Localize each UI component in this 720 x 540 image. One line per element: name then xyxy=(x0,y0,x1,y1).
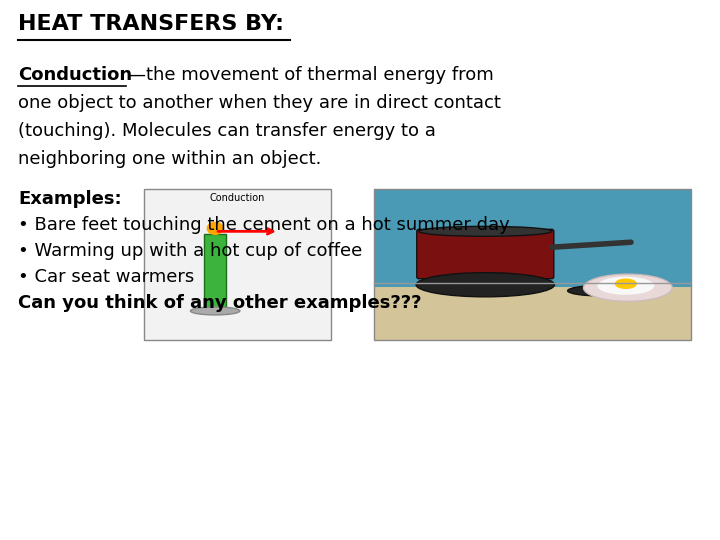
Ellipse shape xyxy=(419,226,552,237)
Text: (touching). Molecules can transfer energy to a: (touching). Molecules can transfer energ… xyxy=(18,122,436,140)
Text: Can you think of any other examples???: Can you think of any other examples??? xyxy=(18,294,421,312)
Ellipse shape xyxy=(583,274,672,301)
Text: • Warming up with a hot cup of coffee: • Warming up with a hot cup of coffee xyxy=(18,242,362,260)
Text: • Bare feet touching the cement on a hot summer day: • Bare feet touching the cement on a hot… xyxy=(18,216,510,234)
FancyBboxPatch shape xyxy=(417,230,554,279)
Text: Examples:: Examples: xyxy=(18,190,122,208)
Text: Conduction: Conduction xyxy=(210,193,265,203)
Ellipse shape xyxy=(598,276,654,295)
Ellipse shape xyxy=(615,279,637,289)
FancyBboxPatch shape xyxy=(204,234,226,307)
FancyBboxPatch shape xyxy=(374,189,691,287)
FancyBboxPatch shape xyxy=(144,189,331,340)
Text: Conduction: Conduction xyxy=(18,66,132,84)
Text: one object to another when they are in direct contact: one object to another when they are in d… xyxy=(18,94,501,112)
FancyBboxPatch shape xyxy=(374,287,691,340)
Text: • Car seat warmers: • Car seat warmers xyxy=(18,268,194,286)
Text: —the movement of thermal energy from: —the movement of thermal energy from xyxy=(128,66,494,84)
Ellipse shape xyxy=(567,286,637,296)
Text: neighboring one within an object.: neighboring one within an object. xyxy=(18,150,321,168)
Ellipse shape xyxy=(190,307,240,315)
Text: HEAT TRANSFERS BY:: HEAT TRANSFERS BY: xyxy=(18,14,284,34)
Ellipse shape xyxy=(207,222,223,234)
Ellipse shape xyxy=(416,273,554,297)
